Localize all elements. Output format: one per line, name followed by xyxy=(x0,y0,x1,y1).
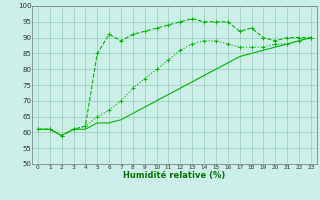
X-axis label: Humidité relative (%): Humidité relative (%) xyxy=(123,171,226,180)
